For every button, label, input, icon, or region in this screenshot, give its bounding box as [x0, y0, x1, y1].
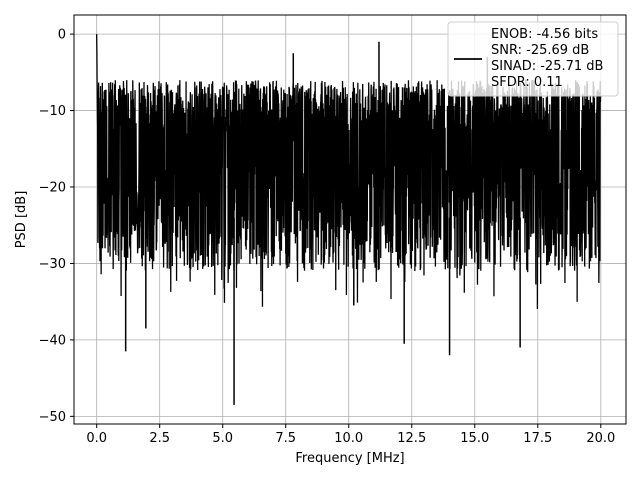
x-tick-label: 0.0	[86, 431, 107, 446]
y-axis-ticks: 0 −10 −20 −30 −40 −50	[39, 28, 74, 425]
legend-box	[447, 21, 619, 97]
legend-entry-snr: SNR: -25.69 dB	[491, 43, 589, 58]
x-tick-label: 2.5	[149, 431, 170, 446]
legend-entry-sfdr: SFDR: 0.11	[491, 75, 563, 90]
x-tick-label: 17.5	[523, 431, 552, 446]
plot-frame	[73, 14, 627, 425]
psd-line	[96, 34, 602, 310]
legend-entry-sinad: SINAD: -25.71 dB	[491, 59, 603, 74]
x-axis-label: Frequency [MHz]	[295, 451, 404, 466]
y-tick-label: −20	[39, 181, 66, 196]
y-axis-label: PSD [dB]	[14, 191, 29, 249]
legend-entry-enob: ENOB: -4.56 bits	[491, 27, 598, 42]
legend: ENOB: -4.56 bits SNR: -25.69 dB SINAD: -…	[447, 21, 619, 97]
x-axis-ticks: 0.0 2.5 5.0 7.5 10.0 12.5 15.0 17.5 20.0	[86, 424, 615, 446]
psd-series	[96, 34, 602, 405]
x-tick-label: 12.5	[397, 431, 426, 446]
x-tick-label: 20.0	[586, 431, 615, 446]
y-tick-label: −40	[39, 333, 66, 348]
x-tick-label: 10.0	[334, 431, 363, 446]
y-tick-label: 0	[58, 28, 66, 43]
y-tick-label: −50	[39, 410, 66, 425]
x-tick-label: 5.0	[212, 431, 233, 446]
x-tick-label: 7.5	[275, 431, 296, 446]
x-tick-label: 15.0	[460, 431, 489, 446]
y-tick-label: −10	[39, 104, 66, 119]
y-tick-label: −30	[39, 257, 66, 272]
